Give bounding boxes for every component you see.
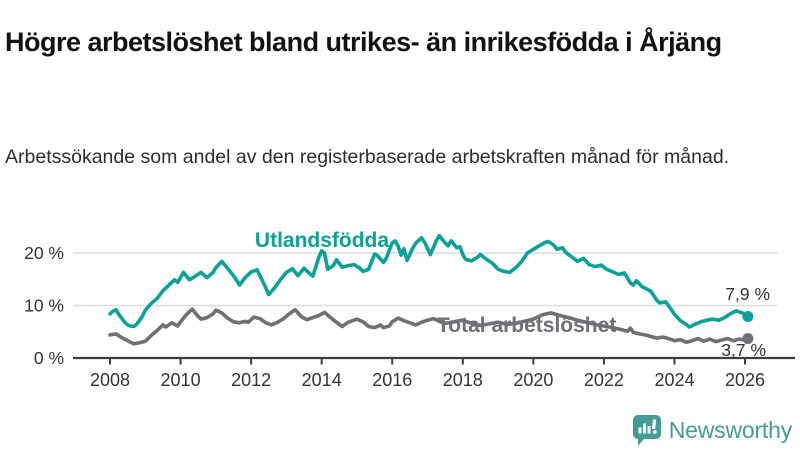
y-tick-label-0: 0 % <box>34 348 64 368</box>
total-line <box>108 307 750 346</box>
x-axis: 0 % 10 % 20 % 2008 2010 2012 2014 2016 2018 2020 2… <box>24 243 795 390</box>
newsworthy-logo[interactable]: Newsworthy <box>632 413 792 447</box>
page-title: Högre arbetslöshet bland utrikes- än inr… <box>5 27 722 58</box>
x-tick-label-2014: 2014 <box>302 370 342 390</box>
x-tick-label-2016: 2016 <box>372 370 412 390</box>
utlandsfodda-end-dot <box>742 311 754 323</box>
x-tick-label-2018: 2018 <box>443 370 483 390</box>
y-tick-label-10: 10 % <box>24 296 64 316</box>
x-tick-label-2020: 2020 <box>513 370 553 390</box>
total-end-dot <box>742 333 754 345</box>
series-label-total-arbetsloshet: Total arbetslöshet <box>437 314 616 337</box>
x-tick-label-2010: 2010 <box>161 370 201 390</box>
x-tick-label-2022: 2022 <box>584 370 624 390</box>
gridlines <box>73 252 778 307</box>
data-series <box>108 233 754 346</box>
end-value-label-total: 3,7 % <box>721 340 766 360</box>
x-tick-label-2024: 2024 <box>654 370 694 390</box>
series-label-utlandsfodda: Utlandsfödda <box>255 229 389 252</box>
page-subtitle: Arbetssökande som andel av den registerb… <box>5 145 730 168</box>
end-value-label-utlandsfodda: 7,9 % <box>725 284 770 304</box>
x-tick-label-2026: 2026 <box>725 370 765 390</box>
newsworthy-bubble-chart-icon <box>632 414 661 446</box>
x-tick-label-2008: 2008 <box>90 370 130 390</box>
x-tick-label-2012: 2012 <box>231 370 271 390</box>
newsworthy-logo-text: Newsworthy <box>668 416 792 443</box>
utlandsfodda-line <box>108 233 750 329</box>
unemployment-line-chart: 0 % 10 % 20 % 2008 2010 2012 2014 2016 2018 2020 2… <box>24 229 795 390</box>
y-tick-label-20: 20 % <box>24 243 64 263</box>
